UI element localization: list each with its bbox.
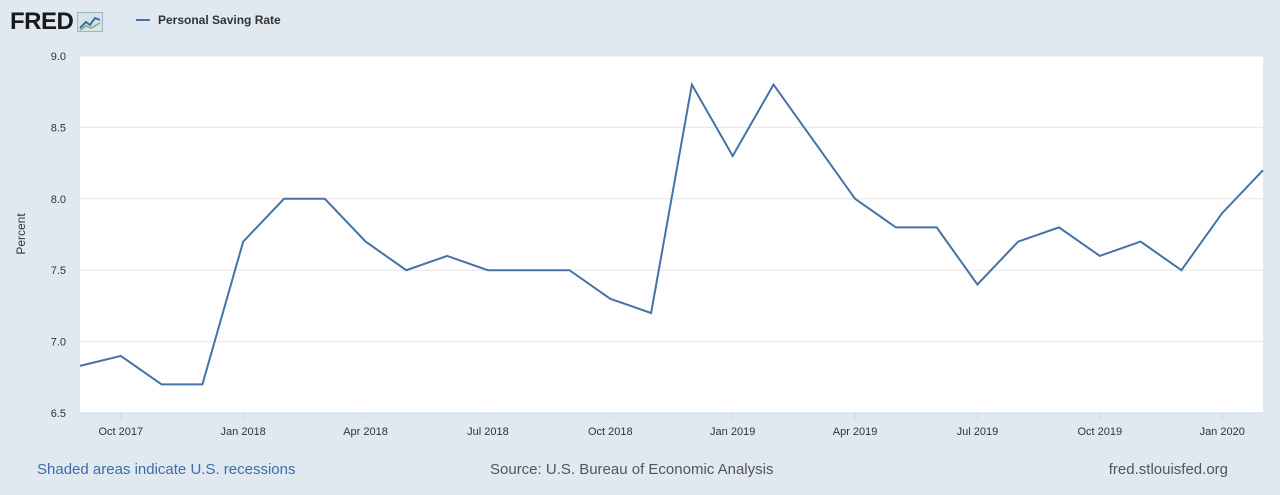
legend-swatch [136,19,150,21]
x-tick-label: Oct 2019 [1078,426,1123,438]
data-points [79,84,1264,385]
y-tick-label: 8.5 [51,122,66,134]
chart-header: FRED Personal Saving Rate [0,0,1280,46]
y-tick-label: 7.0 [51,337,66,349]
x-axis: Oct 2017 Jan 2018 Apr 2018 Jul 2018 Oct 2018… [80,412,1263,438]
series-line[interactable] [79,81,1264,386]
source-text: Source: U.S. Bureau of Economic Analysis [490,461,774,478]
legend-label: Personal Saving Rate [158,13,281,27]
x-tick-label: Apr 2018 [343,426,388,438]
fred-logo-text: FRED [10,8,74,35]
fred-logo[interactable]: FRED [10,8,104,36]
x-tick-label: Oct 2018 [588,426,633,438]
line-chart-icon [77,12,104,32]
chart-legend: Personal Saving Rate [136,13,281,27]
y-axis: 6.5 7.0 7.5 8.0 8.5 9.0 [51,51,66,420]
y-tick-label: 9.0 [51,51,66,63]
x-tick-label: Jan 2020 [1200,426,1245,438]
y-tick-label: 8.0 [51,194,66,206]
y-axis-label: Percent [14,213,28,255]
site-url: fred.stlouisfed.org [1108,461,1228,478]
x-tick-label: Oct 2017 [98,426,143,438]
y-tick-label: 7.5 [51,265,66,277]
plot-area [80,56,1263,413]
x-tick-label: Apr 2019 [833,426,878,438]
x-tick-label: Jul 2019 [957,426,999,438]
x-tick-label: Jan 2018 [221,426,266,438]
x-tick-label: Jul 2018 [467,426,509,438]
y-tick-label: 6.5 [51,408,66,420]
line-chart: 6.5 7.0 7.5 8.0 8.5 9.0 Oct 2017 Jan 2018 Apr 2… [14,51,1264,438]
x-tick-label: Jan 2019 [710,426,755,438]
recessions-link[interactable]: Shaded areas indicate U.S. recessions [37,461,296,478]
